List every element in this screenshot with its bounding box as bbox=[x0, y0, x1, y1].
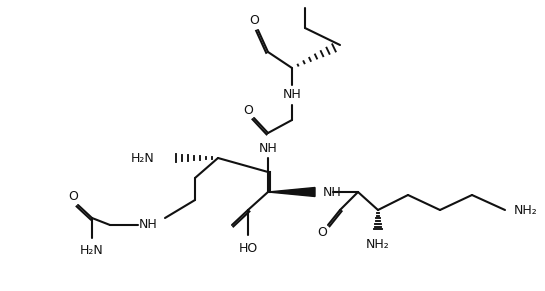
Text: O: O bbox=[243, 104, 253, 116]
Text: NH: NH bbox=[323, 185, 342, 198]
Text: NH: NH bbox=[259, 141, 277, 155]
Text: O: O bbox=[249, 13, 259, 26]
Polygon shape bbox=[268, 187, 315, 196]
Text: O: O bbox=[68, 191, 78, 203]
Text: NH₂: NH₂ bbox=[514, 203, 538, 217]
Text: NH: NH bbox=[283, 88, 301, 102]
Text: H₂N: H₂N bbox=[131, 152, 155, 164]
Text: HO: HO bbox=[238, 242, 258, 255]
Text: NH₂: NH₂ bbox=[366, 237, 390, 251]
Text: NH: NH bbox=[138, 219, 158, 232]
Text: O: O bbox=[317, 226, 327, 239]
Text: H₂N: H₂N bbox=[80, 244, 104, 256]
